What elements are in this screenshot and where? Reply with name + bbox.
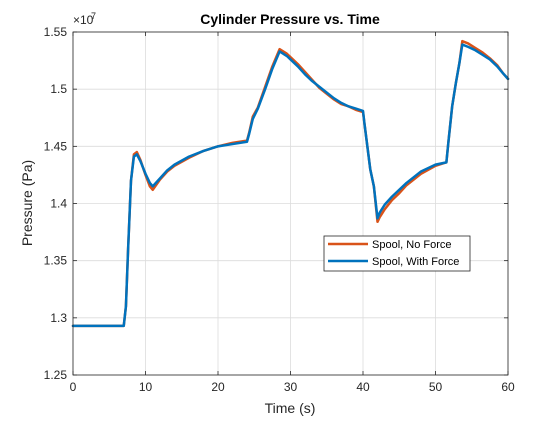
y-axis-label: Pressure (Pa) — [19, 160, 35, 246]
legend-box — [323, 235, 471, 272]
x-tick-label: 40 — [356, 380, 370, 394]
x-tick-label: 10 — [139, 380, 153, 394]
legend-label-no-force: Spool, No Force — [372, 239, 451, 251]
tick-labels: 0 10 20 30 40 50 60 1.25 1.3 1.35 1.4 1.45 1.5 1.55 — [44, 25, 515, 394]
chart-title: Cylinder Pressure vs. Time — [200, 11, 380, 27]
y-tick-label: 1.35 — [44, 254, 68, 268]
y-tick-label: 1.25 — [44, 368, 68, 382]
series-line-with-force — [71, 43, 510, 328]
y-tick-label: 1.45 — [44, 139, 68, 153]
legend: Spool, No Force Spool, With Force — [323, 235, 471, 272]
series-layer — [71, 39, 510, 328]
y-tick-label: 1.3 — [50, 311, 67, 325]
x-axis-label: Time (s) — [265, 400, 316, 416]
x-tick-label: 20 — [211, 380, 225, 394]
y-tick-label: 1.4 — [50, 197, 67, 211]
y-tick-label: 1.55 — [44, 25, 68, 39]
x-tick-label: 50 — [429, 380, 443, 394]
x-tick-label: 60 — [501, 380, 515, 394]
x-tick-label: 0 — [70, 380, 77, 394]
y-exponent-base: ×10 — [73, 13, 94, 27]
ticks — [72, 31, 509, 376]
x-tick-label: 30 — [284, 380, 298, 394]
y-tick-label: 1.5 — [50, 82, 67, 96]
legend-label-with-force: Spool, With Force — [372, 256, 459, 268]
y-exponent-power: 7 — [91, 11, 96, 21]
